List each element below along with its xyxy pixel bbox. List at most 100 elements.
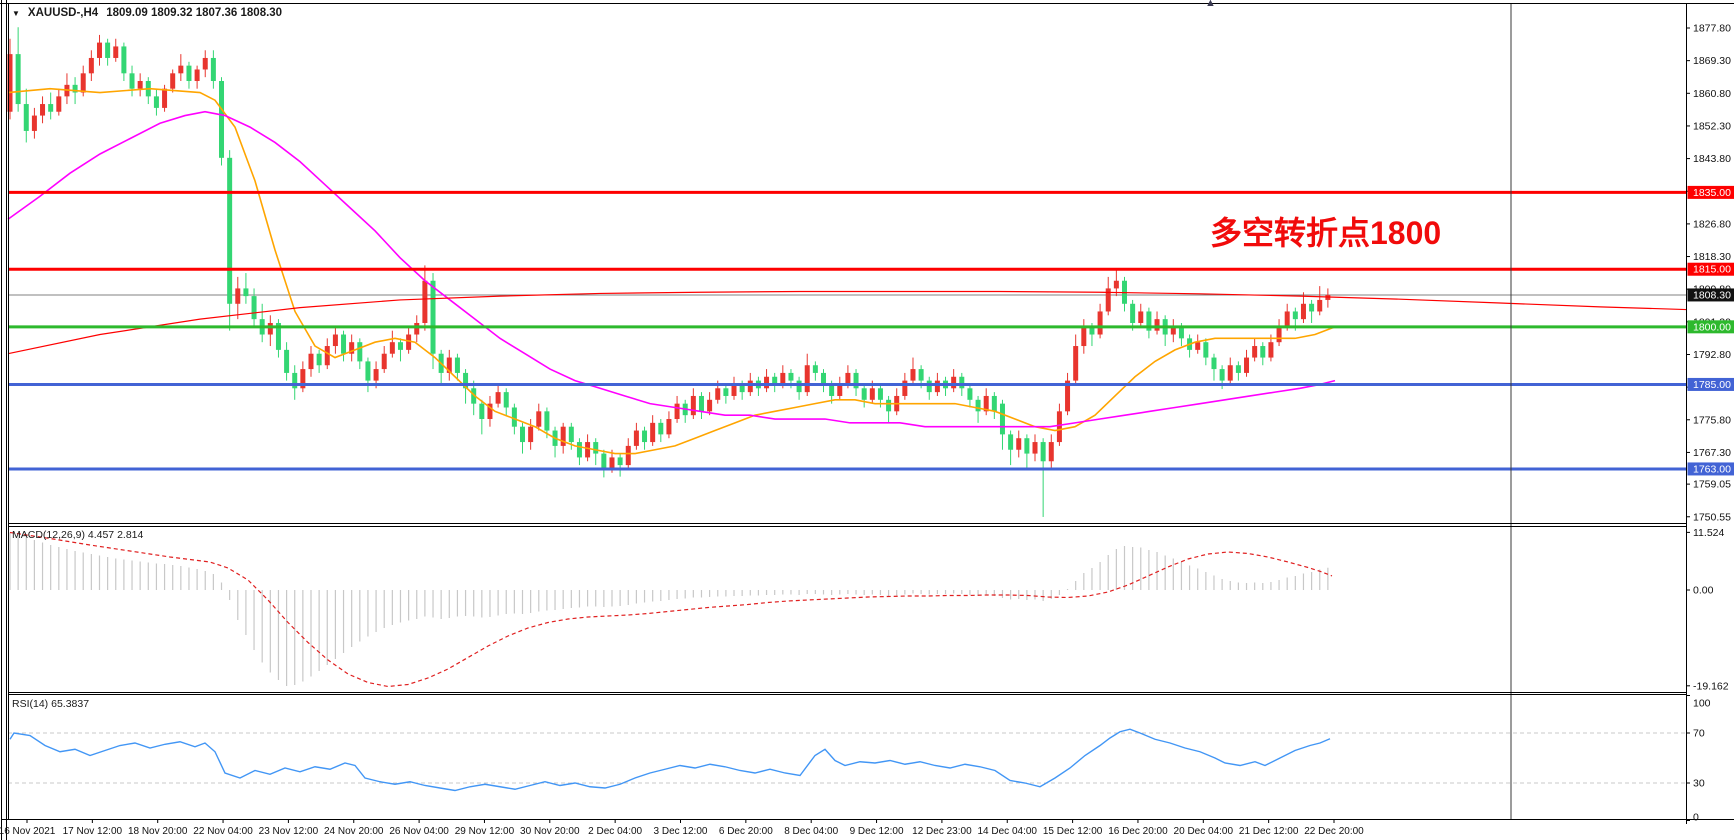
candle: [15, 54, 21, 105]
rsi-panel[interactable]: [8, 728, 1686, 792]
time-axis[interactable]: 16 Nov 2021 17 Nov 12:00 18 Nov 20:00 22 No…: [0, 819, 1364, 837]
time-tick-label: 22 Nov 04:00: [193, 826, 253, 837]
candle: [479, 403, 485, 420]
chart-shift-marker-icon[interactable]: ▲: [1205, 0, 1216, 9]
price-badge-label: 1785.00: [1693, 379, 1731, 391]
time-tick-label: 22 Dec 20:00: [1304, 826, 1364, 837]
candle: [633, 430, 639, 446]
candle: [609, 457, 615, 469]
macd-tick-label: 0.00: [1693, 585, 1714, 597]
candle: [178, 65, 184, 74]
price-tick-label: 1860.80: [1693, 88, 1731, 100]
fast-ma-line[interactable]: [7, 87, 1336, 455]
candle: [1048, 442, 1054, 462]
candle: [72, 84, 78, 93]
macd-indicator-label: MACD(12,26,9) 4.457 2.814: [12, 529, 143, 541]
candle: [1040, 442, 1046, 462]
candle: [105, 42, 111, 58]
candle: [365, 361, 371, 381]
candle: [536, 411, 542, 427]
price-badge: [1687, 377, 1734, 391]
candle: [1309, 303, 1315, 312]
candles-series[interactable]: [7, 27, 1331, 517]
symbol-dropdown-icon[interactable]: ▼: [12, 8, 20, 18]
candle: [1170, 326, 1176, 335]
candle: [332, 334, 338, 347]
rsi-tick-label: 30: [1693, 778, 1705, 790]
candle: [869, 388, 875, 400]
price-badge: [1687, 462, 1734, 476]
candle: [886, 399, 892, 412]
price-tick-label: 1826.80: [1693, 218, 1731, 230]
candle: [991, 395, 997, 412]
candle: [764, 376, 770, 389]
candle: [658, 422, 664, 435]
candle: [446, 357, 452, 373]
candle: [373, 369, 379, 381]
candle: [1097, 311, 1103, 335]
candle: [308, 353, 314, 370]
macd-panel[interactable]: [9, 531, 1333, 688]
candle: [934, 380, 940, 393]
slow-ma-line[interactable]: [7, 290, 1687, 355]
candle: [186, 65, 192, 82]
candle: [1219, 369, 1225, 381]
candle: [1292, 311, 1298, 320]
macd-signal-line: [9, 531, 1333, 688]
candle: [284, 349, 290, 373]
candle: [585, 442, 591, 458]
macd-current-values: 4.457 2.814: [87, 529, 144, 541]
price-tick-label: 1869.30: [1693, 55, 1731, 67]
candle: [316, 353, 322, 366]
candle: [48, 104, 54, 112]
candle: [235, 288, 241, 304]
time-tick-label: 3 Dec 12:00: [654, 826, 708, 837]
price-tick-label: 1775.80: [1693, 414, 1731, 426]
time-tick-label: 16 Dec 20:00: [1108, 826, 1168, 837]
price-tick-label: 1843.80: [1693, 153, 1731, 165]
price-tick-label: 1792.80: [1693, 349, 1731, 361]
candle: [243, 288, 249, 297]
candle: [1089, 326, 1095, 335]
candle: [812, 365, 818, 373]
annotation-text[interactable]: 多空转折点1800: [1210, 215, 1442, 251]
candle: [454, 357, 460, 373]
price-axis[interactable]: 1877.80 1869.30 1860.80 1852.30 1843.80 1835.…: [1686, 23, 1731, 824]
time-tick-label: 20 Dec 04:00: [1174, 826, 1234, 837]
price-tick-label: 1750.55: [1693, 511, 1731, 523]
candle: [1211, 357, 1217, 370]
medium-ma-line[interactable]: [7, 110, 1336, 428]
candle: [1146, 311, 1152, 331]
candle: [845, 372, 851, 385]
candle: [430, 280, 436, 354]
candle: [1178, 326, 1184, 339]
candle: [772, 376, 778, 385]
time-tick-label: 6 Dec 20:00: [719, 826, 773, 837]
time-tick-label: 15 Dec 12:00: [1043, 826, 1103, 837]
time-tick-label: 26 Nov 04:00: [389, 826, 449, 837]
candle: [1113, 280, 1119, 289]
horizontal-level-lines[interactable]: [8, 190, 1686, 471]
candle: [219, 81, 225, 158]
candle: [170, 73, 176, 89]
candle: [1227, 365, 1233, 381]
candle: [951, 376, 957, 389]
candle: [1244, 357, 1250, 373]
time-tick-label: 2 Dec 04:00: [588, 826, 642, 837]
candle: [341, 334, 347, 354]
candle: [1300, 303, 1306, 320]
candle: [267, 322, 273, 335]
candle: [503, 392, 509, 408]
candle: [422, 280, 428, 323]
candle: [829, 384, 835, 396]
candle: [975, 399, 981, 412]
candle: [137, 81, 143, 89]
candle: [731, 384, 737, 396]
candle: [617, 457, 623, 466]
rsi-tick-label: 70: [1693, 728, 1705, 740]
candle: [1284, 311, 1290, 327]
candle: [381, 353, 387, 370]
